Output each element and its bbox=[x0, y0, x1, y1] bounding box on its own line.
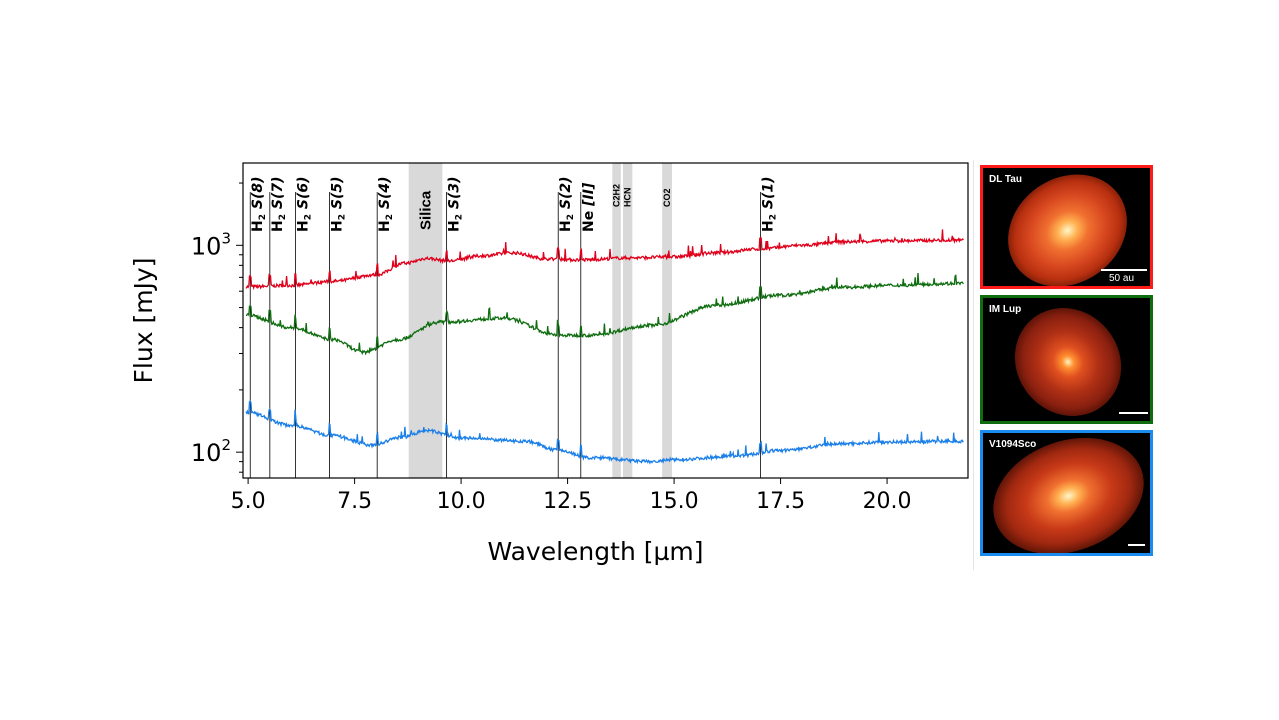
x-tick-label: 5.0 bbox=[231, 489, 266, 514]
series-line-1 bbox=[246, 273, 964, 356]
spectral-line-label: H2 S(1) bbox=[761, 177, 779, 232]
inset-label: IM Lup bbox=[989, 304, 1022, 315]
x-tick-label: 17.5 bbox=[756, 489, 805, 514]
inset-label: DL Tau bbox=[989, 174, 1022, 185]
y-tick-base: 10 bbox=[191, 232, 222, 260]
spectral-line-label: H2 S(7) bbox=[270, 177, 288, 232]
x-tick-label: 7.5 bbox=[337, 489, 372, 514]
x-axis-label: Wavelength [µm] bbox=[487, 537, 703, 566]
band-label: HCN bbox=[623, 188, 633, 208]
scale-bar bbox=[1101, 269, 1147, 271]
spectral-line-label: H2 S(2) bbox=[558, 177, 576, 232]
x-tick-label: 15.0 bbox=[650, 489, 699, 514]
band-3 bbox=[662, 163, 672, 478]
inset-label: V1094Sco bbox=[989, 439, 1037, 450]
y-tick-base: 10 bbox=[191, 439, 222, 467]
panel-divider bbox=[973, 160, 974, 570]
y-tick-label: 103 bbox=[191, 229, 231, 260]
y-axis-label: Flux [mJy] bbox=[129, 258, 158, 384]
x-tick-label: 12.5 bbox=[543, 489, 592, 514]
band-label: CO2 bbox=[662, 188, 672, 207]
y-tick-exponent: 2 bbox=[221, 436, 231, 454]
spectral-line-label: H2 S(8) bbox=[250, 177, 268, 232]
inset-v1094sco: V1094Sco bbox=[980, 430, 1153, 556]
spectral-line-label: H2 S(3) bbox=[447, 177, 465, 232]
y-tick-label: 102 bbox=[191, 436, 231, 467]
plot-frame bbox=[242, 162, 969, 479]
spectral-line-label: H2 S(5) bbox=[329, 177, 347, 232]
inset-dl-tau: DL Tau 50 au bbox=[980, 165, 1153, 289]
scale-bar bbox=[1128, 544, 1145, 546]
series-line-2 bbox=[245, 400, 964, 465]
spectrum-chart: Silica C2H2 HCN CO2 H2 S(8)H2 S(7) H2 S(6) H2 … bbox=[129, 162, 969, 566]
spectral-line-label: Ne [II] bbox=[581, 182, 597, 232]
band-1 bbox=[612, 163, 621, 478]
spectral-line-label: H2 S(6) bbox=[295, 177, 313, 232]
x-tick-label: 10.0 bbox=[437, 489, 486, 514]
inset-im-lup: IM Lup bbox=[980, 295, 1153, 424]
y-tick-exponent: 3 bbox=[221, 229, 231, 247]
band-0 bbox=[408, 163, 443, 478]
scale-bar bbox=[1119, 412, 1148, 414]
series-line-0 bbox=[245, 229, 964, 291]
x-tick-label: 20.0 bbox=[863, 489, 912, 514]
spectral-line-label: H2 S(4) bbox=[377, 177, 395, 232]
band-label: C2H2 bbox=[612, 184, 622, 207]
band-label: Silica bbox=[418, 190, 435, 230]
scale-label: 50 au bbox=[1109, 273, 1135, 284]
band-2 bbox=[622, 163, 633, 478]
